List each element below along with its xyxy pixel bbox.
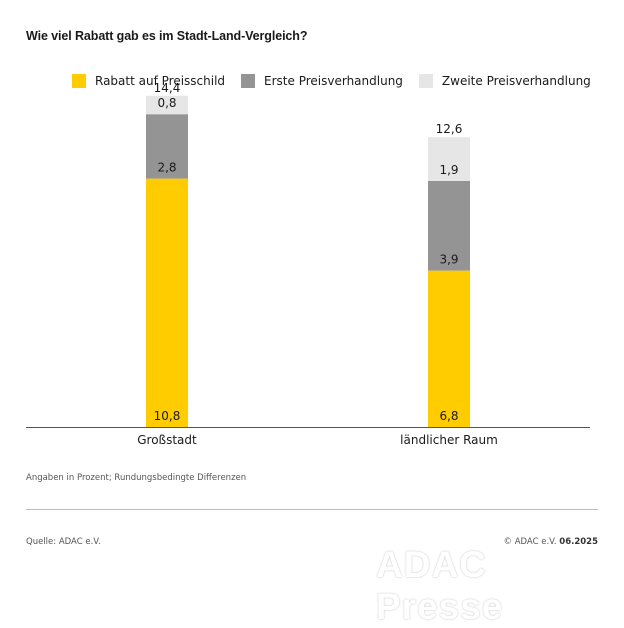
stacked-bar-chart: 10,8 2,8 0,814,4 Großstadt 6,8 3,9 1,9 12,6 länd… xyxy=(26,81,590,447)
total-label-1: 14,4 xyxy=(154,81,181,95)
bar-segment-1-1 xyxy=(146,178,188,427)
bar-segment-2-2 xyxy=(428,180,470,271)
legend-label-erste: Erste Preisverhandlung xyxy=(264,74,403,88)
bar-segment-1-3 xyxy=(146,95,188,115)
legend-label-zweite: Zweite Preisverhandlung xyxy=(441,74,591,88)
value-label-1-2: 2,8 xyxy=(157,161,176,175)
source-text: Quelle: ADAC e.V. xyxy=(26,537,101,547)
legend-label-preisschild: Rabatt auf Preisschild xyxy=(95,74,226,88)
footer-divider xyxy=(26,509,598,510)
chart-title: Wie viel Rabatt gab es im Stadt-Land-Ver… xyxy=(26,29,308,43)
value-label-1-3: 0,8 xyxy=(157,96,176,110)
legend-swatch-preisschild xyxy=(72,74,86,88)
chart-note: Angaben in Prozent; Rundungsbedingte Dif… xyxy=(26,473,247,483)
copyright-date: 06.2025 xyxy=(559,537,598,547)
bar-segment-2-3 xyxy=(428,137,470,181)
legend-item-zweite: Zweite Preisverhandlung xyxy=(418,74,591,88)
value-label-2-2: 3,9 xyxy=(439,253,458,267)
category-label-1: Großstadt xyxy=(137,433,197,447)
legend-item-preisschild: Rabatt auf Preisschild xyxy=(72,74,225,88)
legend-swatch-erste xyxy=(241,74,256,88)
watermark-logo: ADAC Presse xyxy=(376,544,504,627)
value-label-1-1: 10,8 xyxy=(154,409,181,423)
bar-segment-2-1 xyxy=(428,270,470,427)
bar-segment-1-2 xyxy=(146,114,188,179)
value-label-2-1: 6,8 xyxy=(439,409,458,423)
value-label-2-3: 1,9 xyxy=(439,163,458,177)
legend-swatch-zweite xyxy=(418,74,433,88)
category-label-2: ländlicher Raum xyxy=(400,433,498,447)
copyright-text: © ADAC e.V. xyxy=(503,537,557,547)
copyright: © ADAC e.V. 06.2025 xyxy=(504,537,599,547)
legend: Rabatt auf Preisschild Erste Preisverhan… xyxy=(72,74,607,88)
legend-item-erste: Erste Preisverhandlung xyxy=(241,74,403,88)
total-label-2: 12,6 xyxy=(436,122,463,136)
